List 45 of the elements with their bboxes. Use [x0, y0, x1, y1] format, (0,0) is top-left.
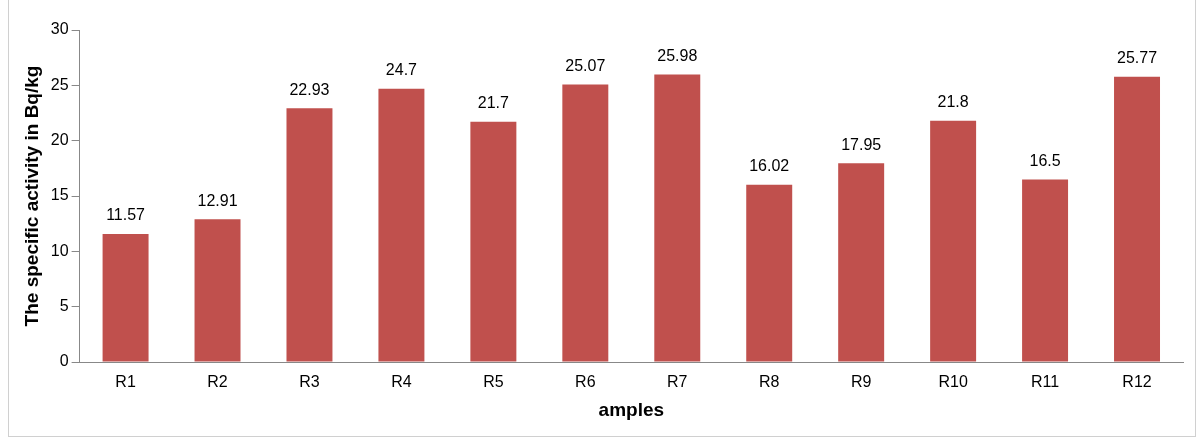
x-tick-label: R11: [1030, 373, 1060, 391]
data-label: 17.95: [841, 135, 882, 153]
bar: [378, 88, 425, 362]
bar: [838, 163, 885, 362]
x-tick-label: R9: [850, 373, 872, 391]
bar: [194, 219, 241, 362]
data-label: 25.07: [565, 56, 606, 74]
data-label: 25.98: [657, 46, 698, 64]
y-tick-label: 0: [59, 352, 69, 370]
data-label: 21.7: [477, 94, 510, 112]
data-label: 16.5: [1029, 151, 1061, 169]
bar: [1114, 76, 1161, 362]
x-tick-label: R4: [391, 373, 412, 391]
y-tick-label: 20: [50, 131, 69, 149]
y-axis-title: The specific activity in Bq/kg: [20, 65, 42, 327]
bar: [470, 121, 517, 362]
x-tick-label: R1: [115, 373, 136, 391]
y-tick-label: 15: [50, 186, 69, 204]
bar: [930, 120, 977, 362]
bar: [1022, 179, 1069, 362]
bar: [654, 74, 701, 362]
x-tick-label: R10: [938, 373, 968, 391]
data-label: 12.91: [197, 191, 238, 209]
x-tick-label: R5: [483, 373, 504, 391]
bar: [102, 233, 149, 362]
data-label: 16.02: [749, 157, 790, 175]
y-tick-label: 10: [50, 241, 69, 259]
data-label: 25.77: [1117, 49, 1158, 67]
x-tick-label: R7: [667, 373, 688, 391]
data-label: 11.57: [106, 206, 146, 224]
x-tick-label: R3: [299, 373, 320, 391]
data-label: 21.8: [937, 93, 969, 111]
data-label: 22.93: [289, 80, 330, 98]
y-tick-label: 25: [50, 75, 69, 93]
x-tick-label: R8: [759, 373, 780, 391]
y-tick-label: 5: [59, 297, 69, 315]
x-tick-label: R2: [207, 373, 228, 391]
bar: [746, 184, 793, 362]
x-axis-title: amples: [598, 398, 665, 420]
x-tick-label: R12: [1122, 373, 1152, 391]
bar: [562, 84, 609, 362]
x-tick-label: R6: [575, 373, 596, 391]
bar: [286, 108, 333, 362]
y-tick-label: 30: [50, 20, 69, 38]
data-label: 24.7: [385, 61, 418, 79]
